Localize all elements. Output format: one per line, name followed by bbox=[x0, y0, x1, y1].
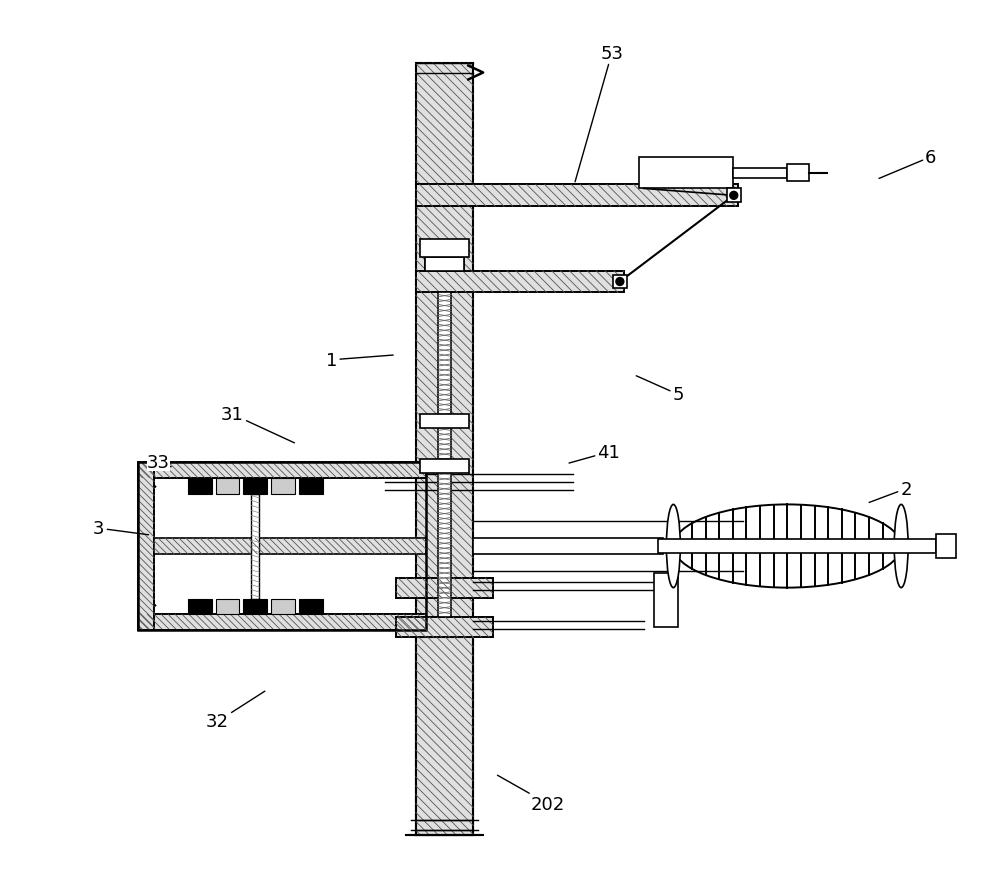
Bar bbox=[425, 258, 464, 271]
Circle shape bbox=[616, 278, 624, 286]
Bar bbox=[299, 478, 323, 494]
Text: 2: 2 bbox=[869, 480, 912, 503]
Bar bbox=[420, 239, 469, 258]
Bar bbox=[613, 276, 627, 289]
Bar bbox=[138, 462, 426, 631]
Ellipse shape bbox=[666, 505, 680, 588]
Bar bbox=[243, 599, 267, 615]
Bar bbox=[216, 599, 239, 615]
Text: 32: 32 bbox=[206, 691, 265, 731]
Bar bbox=[416, 185, 738, 207]
Ellipse shape bbox=[894, 505, 908, 588]
Text: 33: 33 bbox=[147, 454, 171, 471]
Bar bbox=[654, 573, 678, 627]
Bar bbox=[733, 168, 787, 178]
Bar bbox=[727, 190, 741, 203]
Text: 5: 5 bbox=[636, 377, 684, 404]
Text: 1: 1 bbox=[326, 352, 393, 369]
Bar bbox=[396, 618, 493, 637]
Text: 3: 3 bbox=[93, 519, 149, 538]
Bar bbox=[138, 615, 426, 631]
Bar bbox=[188, 599, 212, 615]
Bar bbox=[251, 494, 259, 599]
Bar bbox=[473, 539, 663, 555]
Bar bbox=[438, 293, 451, 618]
Bar bbox=[299, 599, 323, 615]
Bar bbox=[416, 64, 473, 835]
Bar bbox=[138, 462, 426, 478]
Bar bbox=[271, 599, 295, 615]
Bar bbox=[787, 165, 809, 183]
Text: 6: 6 bbox=[879, 149, 937, 179]
Bar bbox=[138, 462, 154, 631]
Bar bbox=[425, 253, 464, 269]
Text: 53: 53 bbox=[575, 44, 623, 183]
Bar bbox=[416, 271, 624, 293]
Bar bbox=[243, 478, 267, 494]
Bar bbox=[154, 539, 426, 555]
Text: 41: 41 bbox=[569, 443, 620, 463]
Bar bbox=[433, 242, 456, 253]
Bar bbox=[420, 459, 469, 473]
Text: 202: 202 bbox=[497, 775, 565, 812]
Bar bbox=[658, 540, 936, 554]
Bar bbox=[936, 534, 956, 558]
Bar bbox=[188, 478, 212, 494]
Bar bbox=[639, 158, 733, 190]
Bar bbox=[216, 478, 239, 494]
Bar bbox=[420, 415, 469, 429]
Bar bbox=[271, 478, 295, 494]
Text: 31: 31 bbox=[221, 406, 294, 443]
Bar bbox=[396, 578, 493, 598]
Circle shape bbox=[730, 192, 738, 200]
Bar bbox=[416, 637, 473, 835]
